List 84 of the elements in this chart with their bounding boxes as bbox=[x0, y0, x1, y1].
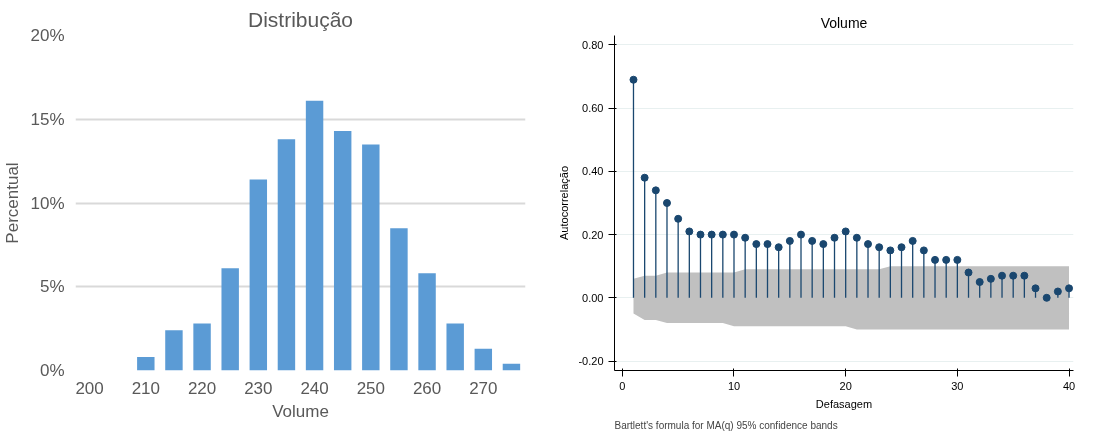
point bbox=[830, 233, 839, 242]
y-tick-label: 0% bbox=[39, 361, 65, 380]
y-axis-title: Autocorrelação bbox=[558, 165, 571, 240]
bar bbox=[249, 179, 268, 371]
point bbox=[1020, 271, 1029, 280]
point bbox=[774, 243, 783, 252]
x-tick-label: 250 bbox=[356, 378, 386, 398]
point bbox=[864, 240, 873, 249]
bar bbox=[193, 323, 211, 371]
point bbox=[919, 246, 928, 255]
point bbox=[629, 75, 638, 84]
y-tick-label: 0.40 bbox=[582, 165, 604, 178]
point bbox=[741, 233, 750, 242]
bar bbox=[221, 268, 239, 371]
x-tick-label: 30 bbox=[951, 379, 964, 392]
point bbox=[707, 230, 716, 239]
point bbox=[763, 240, 772, 249]
point bbox=[1009, 271, 1018, 280]
x-axis-title: Defasagem bbox=[815, 397, 873, 410]
point bbox=[797, 230, 805, 239]
point bbox=[808, 236, 817, 245]
x-tick-label: 210 bbox=[131, 378, 161, 398]
text: Bartlett's formula for MA(q) 95% confidence bands bbox=[614, 419, 838, 431]
y-tick-label: 0.00 bbox=[582, 291, 604, 304]
y-tick-label: 5% bbox=[39, 277, 65, 297]
point bbox=[975, 278, 984, 286]
point bbox=[662, 199, 671, 207]
bar bbox=[390, 228, 408, 371]
x-tick-label: 10 bbox=[727, 379, 741, 392]
point bbox=[875, 243, 884, 252]
bar bbox=[362, 144, 380, 371]
x-tick-label: 230 bbox=[244, 378, 273, 398]
x-tick-label: 40 bbox=[1062, 379, 1076, 392]
point bbox=[841, 227, 850, 236]
bar bbox=[446, 323, 464, 371]
bar bbox=[277, 139, 296, 371]
point bbox=[640, 173, 649, 182]
chart-title: Volume bbox=[820, 14, 868, 31]
bar bbox=[333, 130, 352, 371]
y-tick-label: -0.20 bbox=[578, 355, 604, 368]
x-tick-label: 240 bbox=[300, 378, 329, 398]
x-tick-label: 260 bbox=[412, 378, 442, 398]
point bbox=[953, 255, 962, 264]
point bbox=[1065, 284, 1074, 293]
point bbox=[819, 240, 828, 249]
y-tick-label: 0.60 bbox=[582, 102, 604, 115]
point bbox=[1031, 284, 1040, 293]
y-tick-label: 0.80 bbox=[582, 38, 604, 51]
point bbox=[785, 236, 794, 245]
point bbox=[651, 186, 660, 195]
bar bbox=[137, 357, 155, 371]
point bbox=[730, 230, 738, 239]
y-tick-label: 0.20 bbox=[582, 228, 604, 241]
chart-title: Distribução bbox=[247, 7, 354, 31]
point bbox=[931, 255, 940, 264]
bar bbox=[474, 348, 493, 371]
point bbox=[852, 233, 861, 242]
point bbox=[685, 227, 694, 236]
point bbox=[964, 268, 973, 277]
bar bbox=[305, 100, 324, 371]
point bbox=[998, 271, 1007, 280]
x-tick-label: 0 bbox=[619, 379, 626, 392]
point bbox=[897, 243, 906, 252]
bar bbox=[165, 330, 183, 371]
point bbox=[1042, 293, 1051, 302]
point bbox=[674, 214, 683, 223]
y-tick-label: 10% bbox=[30, 193, 65, 213]
point bbox=[986, 274, 995, 283]
x-tick-label: 220 bbox=[187, 378, 217, 398]
point bbox=[718, 230, 727, 239]
point bbox=[1053, 287, 1062, 296]
point bbox=[908, 236, 917, 245]
point bbox=[942, 255, 951, 264]
x-tick-label: 20 bbox=[839, 379, 852, 392]
point bbox=[696, 230, 705, 239]
y-axis-title: Percentual bbox=[3, 162, 23, 244]
x-axis-title: Volume bbox=[272, 401, 329, 421]
bar bbox=[418, 273, 436, 371]
y-tick-label: 20% bbox=[30, 26, 65, 45]
y-tick-label: 15% bbox=[30, 109, 65, 129]
point bbox=[752, 240, 761, 249]
point bbox=[886, 246, 895, 255]
x-tick-label: 270 bbox=[469, 378, 498, 398]
x-tick-label: 200 bbox=[75, 378, 104, 398]
